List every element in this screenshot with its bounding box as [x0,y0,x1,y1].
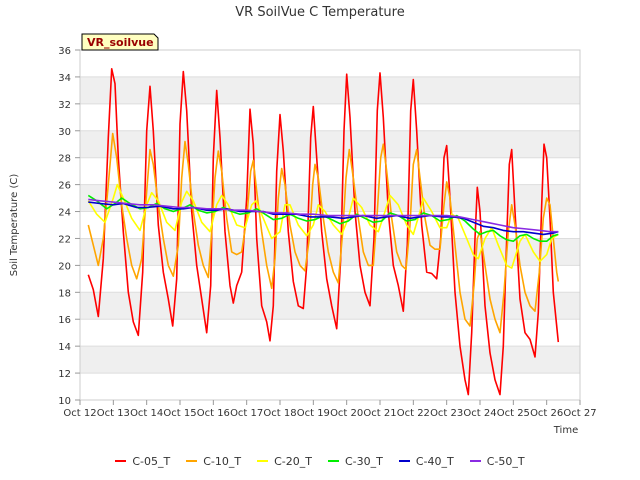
grid-band [80,76,580,104]
x-tick-label: Oct 15 [163,408,196,419]
y-tick-label: 18 [58,288,71,299]
y-tick-label: 32 [58,100,71,111]
y-tick-label: 28 [58,154,71,165]
x-tick-label: Oct 17 [230,408,263,419]
y-tick-label: 30 [58,127,71,138]
x-tick-label: Oct 27 [563,408,596,419]
chart-title: VR SoilVue C Temperature [235,5,404,20]
legend-swatch [398,460,410,462]
legend-label: C-40_T [415,454,454,468]
y-tick-label: 12 [58,369,71,380]
y-tick-label: 22 [58,234,71,245]
x-axis-label: Time [553,425,578,436]
y-axis-label: Soil Temperature (C) [9,174,20,277]
x-tick-label: Oct 23 [430,408,463,419]
x-tick-label: Oct 25 [497,408,530,419]
x-tick-label: Oct 16 [197,408,230,419]
grid-band [80,130,580,158]
y-tick-label: 36 [58,46,71,57]
y-tick-label: 16 [58,315,71,326]
legend-item-C-50_T: C-50_T [469,452,525,470]
x-tick-label: Oct 21 [363,408,396,419]
annotation-box [81,33,159,51]
series-line-C-20_T [87,183,559,269]
grid-band [80,346,580,374]
legend-swatch [186,460,198,462]
series-line-C-10_T [87,132,560,334]
x-tick-label: Oct 19 [297,408,330,419]
legend-item-C-05_T: C-05_T [115,452,170,470]
y-tick-label: 26 [58,181,71,192]
legend-swatch [328,460,339,462]
legend-item-C-10_T: C-10_T [186,452,241,470]
legend: C-05_T C-10_T C-20_T C-30_T C-40_T C-50_T [0,452,640,470]
y-tick-label: 14 [58,342,71,353]
legend-item-C-30_T: C-30_T [328,452,383,470]
y-tick-label: 10 [58,396,71,407]
series-line-C-05_T [87,68,560,396]
y-tick-label: 20 [58,261,71,272]
x-tick-label: Oct 20 [330,408,363,419]
x-tick-label: Oct 24 [463,408,496,419]
legend-label: C-30_T [345,454,383,468]
y-tick-label: 34 [58,73,71,84]
legend-item-C-20_T: C-20_T [257,452,312,470]
legend-label: C-10_T [203,454,242,468]
grid-band [80,184,580,212]
plot-frame [79,49,581,401]
x-tick-label: Oct 14 [130,408,163,419]
x-tick-label: Oct 22 [397,408,430,419]
x-tick-label: Oct 13 [97,408,130,419]
legend-label: C-05_T [132,454,171,468]
annotation-label: VR_soilvue [87,36,154,49]
x-tick-label: Oct 12 [63,408,96,419]
legend-swatch [469,460,481,462]
legend-swatch [257,460,269,462]
y-tick-label: 24 [58,208,71,219]
legend-label: C-20_T [274,454,312,468]
x-tick-label: Oct 18 [263,408,296,419]
legend-swatch [115,460,127,462]
x-tick-label: Oct 26 [530,408,563,419]
series-line-C-40_T [88,201,559,236]
series-line-C-50_T [88,198,559,233]
legend-item-C-40_T: C-40_T [398,452,454,470]
series-line-C-30_T [87,194,559,242]
legend-label: C-50_T [486,454,525,468]
